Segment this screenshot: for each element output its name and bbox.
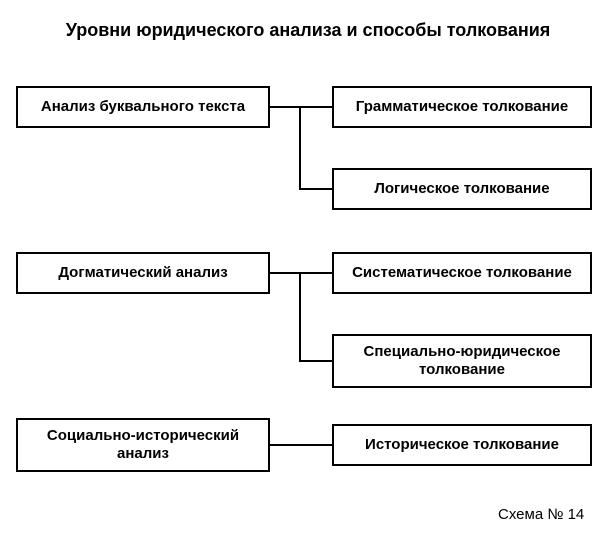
node-label: Социально-исторический анализ bbox=[47, 427, 239, 463]
node-R5: Историческое толкование bbox=[332, 424, 592, 466]
node-label: Грамматическое толкование bbox=[356, 98, 568, 116]
node-R2: Логическое толкование bbox=[332, 168, 592, 210]
node-label: Догматический анализ bbox=[58, 264, 227, 282]
node-label: Специально-юридическое толкование bbox=[364, 343, 561, 379]
diagram-stage: Уровни юридического анализа и способы то… bbox=[0, 0, 609, 538]
node-label: Историческое толкование bbox=[365, 436, 559, 454]
node-R3: Систематическое толкование bbox=[332, 252, 592, 294]
node-L2: Догматический анализ bbox=[16, 252, 270, 294]
edge-L1-R2 bbox=[300, 107, 332, 189]
node-L1: Анализ буквального текста bbox=[16, 86, 270, 128]
diagram-caption: Схема № 14 bbox=[498, 506, 584, 523]
node-R1: Грамматическое толкование bbox=[332, 86, 592, 128]
node-label: Систематическое толкование bbox=[352, 264, 572, 282]
node-R4: Специально-юридическое толкование bbox=[332, 334, 592, 388]
node-label: Логическое толкование bbox=[374, 180, 549, 198]
node-L3: Социально-исторический анализ bbox=[16, 418, 270, 472]
node-label: Анализ буквального текста bbox=[41, 98, 245, 116]
edge-L2-R4 bbox=[300, 273, 332, 361]
